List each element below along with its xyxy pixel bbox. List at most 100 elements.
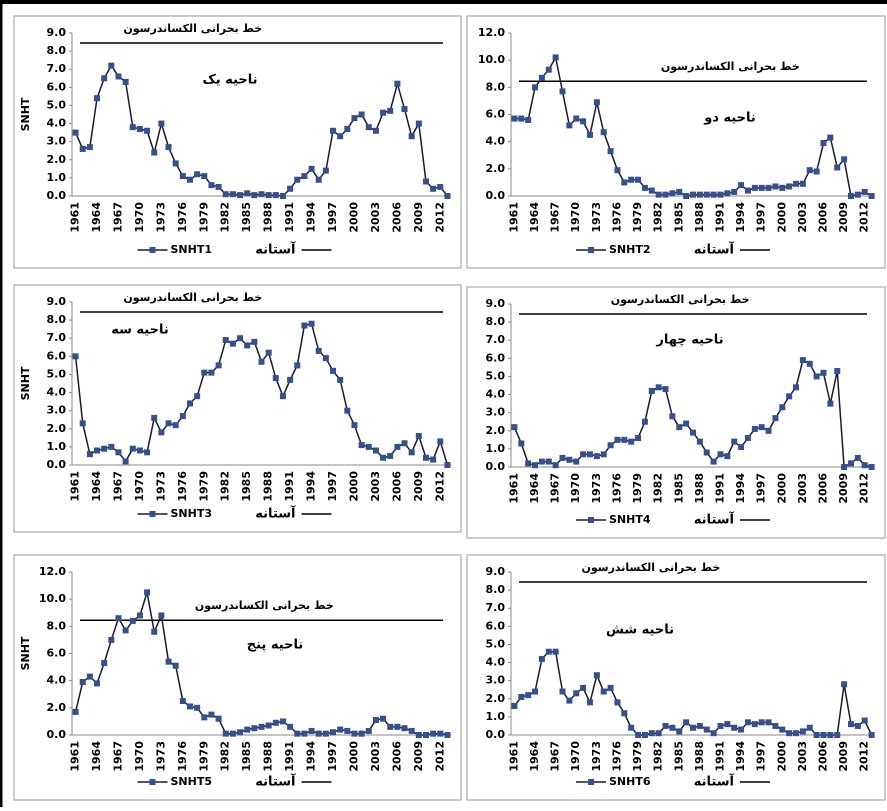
legend-marker — [588, 517, 594, 523]
data-point — [635, 732, 642, 738]
y-axis-label: SNHT — [19, 636, 32, 670]
data-point — [301, 322, 308, 329]
data-point — [717, 191, 724, 198]
data-point — [151, 414, 158, 421]
data-point — [841, 464, 848, 470]
x-tick-label: 1982 — [219, 471, 232, 502]
data-point — [265, 722, 272, 729]
y-tick-label: 2.0 — [47, 422, 67, 435]
x-tick-label: 1976 — [610, 202, 623, 233]
y-tick-label: 6.0 — [47, 80, 67, 93]
data-point — [538, 655, 545, 662]
x-tick-label: 1997 — [326, 202, 339, 233]
data-point — [222, 337, 229, 344]
data-point — [422, 454, 429, 461]
data-point — [779, 404, 786, 411]
data-point — [86, 673, 93, 680]
data-point — [793, 384, 800, 391]
x-tick-label: 1976 — [176, 471, 189, 502]
y-tick-label: 0.0 — [47, 458, 67, 471]
data-point — [662, 191, 669, 198]
y-tick-label: 9.0 — [486, 297, 506, 310]
data-point — [136, 612, 143, 619]
x-tick-label: 2012 — [858, 202, 871, 233]
data-point — [614, 167, 621, 174]
data-point — [690, 191, 696, 198]
x-tick-label: 1994 — [305, 471, 318, 502]
data-point — [621, 436, 628, 443]
data-point — [108, 636, 115, 643]
data-point — [108, 62, 115, 69]
x-tick-label: 1985 — [672, 741, 685, 772]
data-point — [793, 730, 800, 737]
data-point — [566, 697, 573, 704]
data-point — [731, 188, 738, 195]
data-point — [172, 662, 179, 669]
y-tick-label: 9.0 — [47, 295, 67, 308]
x-tick-label: 1997 — [755, 202, 768, 233]
data-point — [165, 144, 172, 151]
y-tick-label: 8.0 — [47, 619, 67, 632]
data-point — [229, 340, 236, 347]
y-tick-label: 0.0 — [47, 728, 67, 741]
data-point — [614, 436, 621, 443]
x-tick-label: 1982 — [652, 741, 665, 772]
legend-label: SNHT1 — [171, 243, 213, 256]
data-point — [430, 185, 437, 192]
data-point — [372, 717, 379, 724]
x-tick-label: 1967 — [549, 473, 562, 504]
x-tick-label: 1961 — [507, 473, 520, 504]
data-point — [655, 730, 662, 737]
x-tick-label: 2006 — [816, 741, 829, 772]
data-point — [186, 176, 193, 183]
legend-label: SNHT2 — [609, 243, 651, 256]
data-point — [344, 407, 351, 414]
data-point — [158, 120, 165, 127]
data-point — [186, 703, 193, 710]
legend-label: آستانه — [694, 773, 735, 790]
data-point — [765, 184, 772, 191]
data-point — [129, 445, 136, 452]
data-point — [237, 335, 244, 342]
data-point — [79, 679, 86, 686]
x-tick-label: 1988 — [262, 202, 275, 233]
data-point — [703, 191, 710, 198]
data-point — [144, 127, 151, 134]
x-tick-label: 1985 — [672, 473, 685, 504]
y-tick-label: 3.0 — [47, 135, 67, 148]
x-tick-label: 2009 — [837, 741, 850, 772]
y-tick-label: 7.0 — [47, 62, 67, 75]
data-point — [511, 703, 518, 710]
y-tick-label: 5.0 — [47, 367, 67, 380]
x-tick-label: 2009 — [837, 202, 850, 233]
y-tick-label: 0.0 — [486, 460, 506, 473]
x-tick-label: 1973 — [590, 202, 603, 233]
data-point — [422, 178, 429, 185]
y-tick-label: 2.0 — [486, 162, 506, 175]
data-point — [208, 182, 215, 189]
data-point — [351, 730, 358, 737]
data-point — [854, 722, 861, 729]
data-point — [744, 719, 751, 726]
x-tick-label: 1964 — [528, 473, 541, 504]
data-point — [101, 75, 108, 82]
data-point — [294, 176, 301, 183]
x-tick-label: 1982 — [219, 202, 232, 233]
data-point — [322, 167, 329, 174]
x-tick-label: 1973 — [154, 202, 167, 233]
data-point — [251, 725, 258, 732]
panel-border — [466, 554, 886, 801]
x-tick-label: 1976 — [176, 741, 189, 772]
data-point — [229, 191, 236, 198]
x-tick-label: 1991 — [283, 471, 296, 502]
data-point — [86, 144, 93, 151]
x-tick-label: 2006 — [390, 741, 403, 772]
data-point — [372, 447, 379, 454]
data-point — [215, 715, 222, 722]
data-point — [408, 727, 415, 734]
data-point — [337, 376, 344, 383]
data-point — [215, 362, 222, 369]
x-tick-label: 1970 — [569, 473, 582, 504]
data-point — [779, 726, 786, 733]
data-point — [758, 424, 765, 431]
